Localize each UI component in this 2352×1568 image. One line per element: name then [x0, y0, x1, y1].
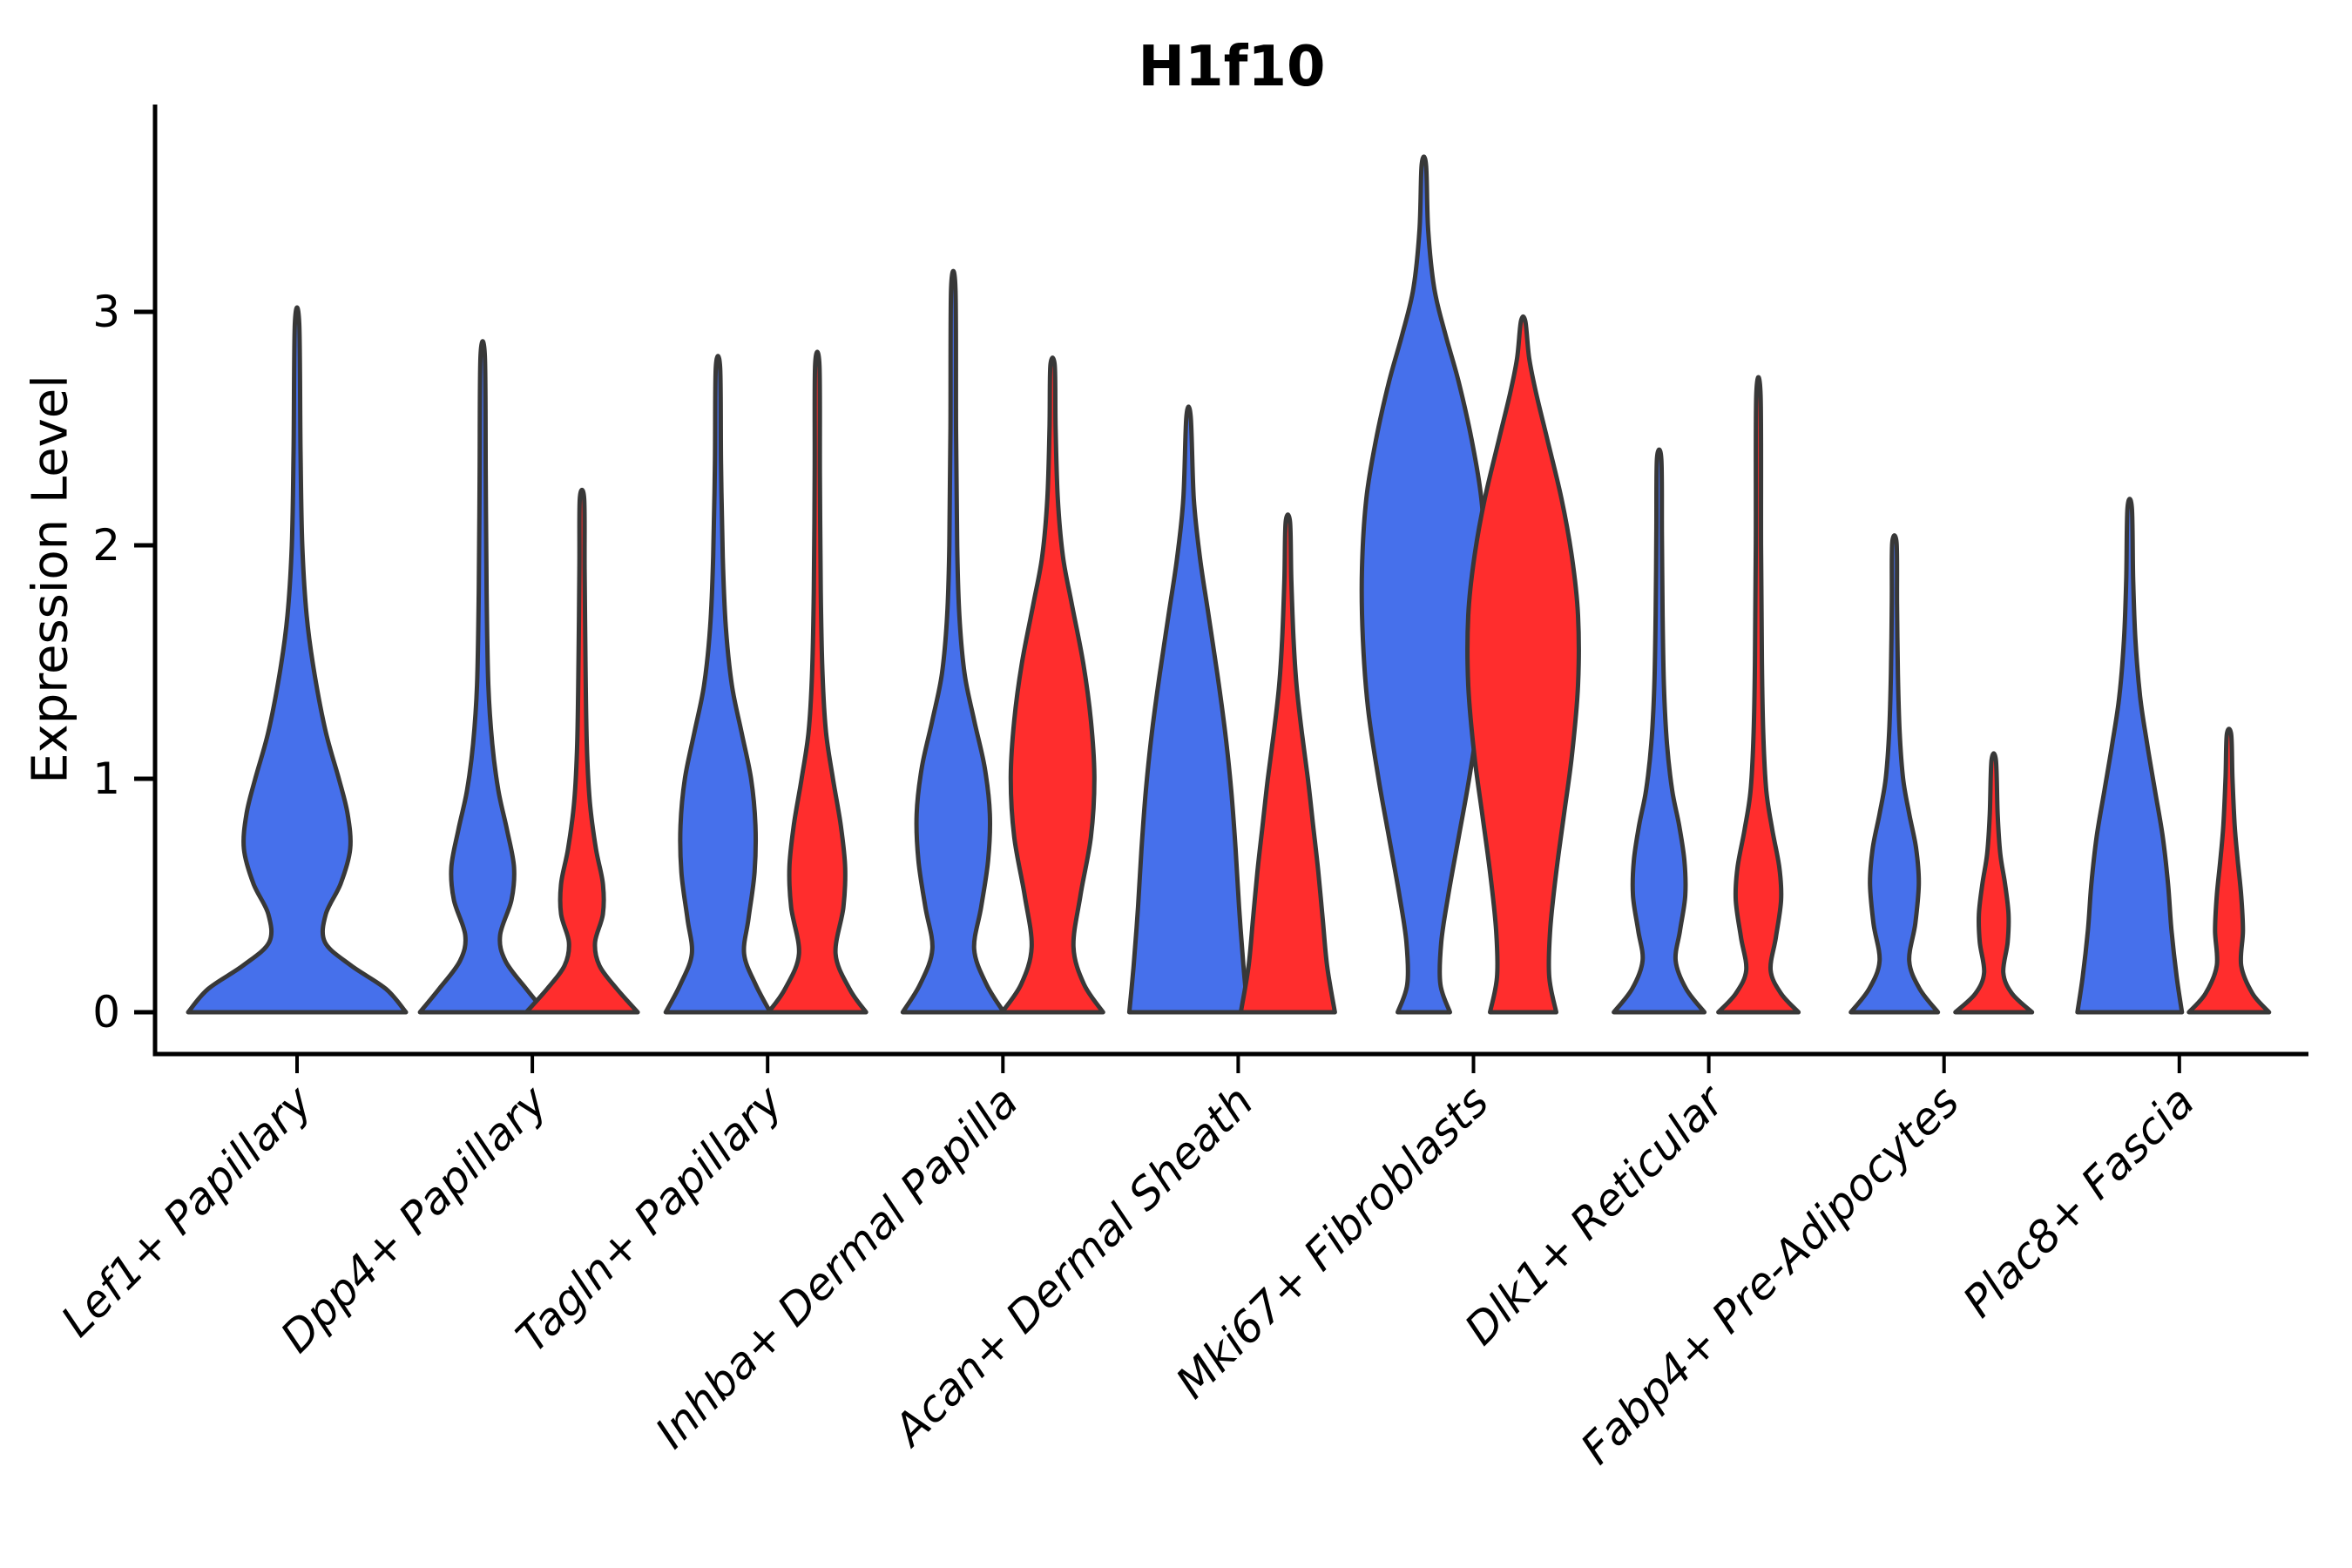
x-tick-label: Dlk1+ Reticular — [1455, 1074, 1735, 1355]
x-tick-label: Fabp4+ Pre-Adipocytes — [1571, 1076, 1970, 1474]
violin-inhba-dermal-papilla-group1 — [900, 268, 1006, 1015]
violin-dpp4-papillary-group2 — [524, 487, 640, 1015]
violin-fabp4-pre-adipocytes-group1 — [1848, 533, 1941, 1015]
violin-plac8-fascia-group2 — [2186, 727, 2272, 1015]
violin-inhba-dermal-papilla-group2 — [999, 355, 1105, 1015]
y-tick-label: 0 — [92, 987, 120, 1037]
violin-dpp4-papillary-group1 — [417, 339, 548, 1015]
y-tick-label: 3 — [92, 287, 120, 337]
chart-title: H1f10 — [1138, 35, 1326, 99]
violin-plac8-fascia-group1 — [2075, 497, 2185, 1015]
y-tick-label: 1 — [92, 754, 120, 804]
violin-dlk1-reticular-group2 — [1716, 375, 1801, 1015]
violin-fabp4-pre-adipocytes-group2 — [1953, 751, 2035, 1015]
violin-lef1-papillary-group1 — [186, 305, 409, 1015]
violin-tagln-papillary-group1 — [663, 354, 773, 1015]
y-axis-label: Expression Level — [22, 375, 79, 784]
x-tick-label: Lef1+ Papillary — [51, 1075, 322, 1346]
violin-acan-dermal-sheath-group2 — [1238, 512, 1337, 1015]
violin-mki67-fibroblasts-group1 — [1359, 154, 1489, 1015]
x-tick-label: Plac8+ Fascia — [1953, 1076, 2204, 1327]
y-tick-label: 2 — [92, 520, 120, 571]
violin-mki67-fibroblasts-group2 — [1465, 314, 1581, 1015]
violin-acan-dermal-sheath-group1 — [1126, 404, 1250, 1015]
violin-tagln-papillary-group2 — [766, 349, 868, 1015]
violin-dlk1-reticular-group1 — [1612, 447, 1707, 1015]
